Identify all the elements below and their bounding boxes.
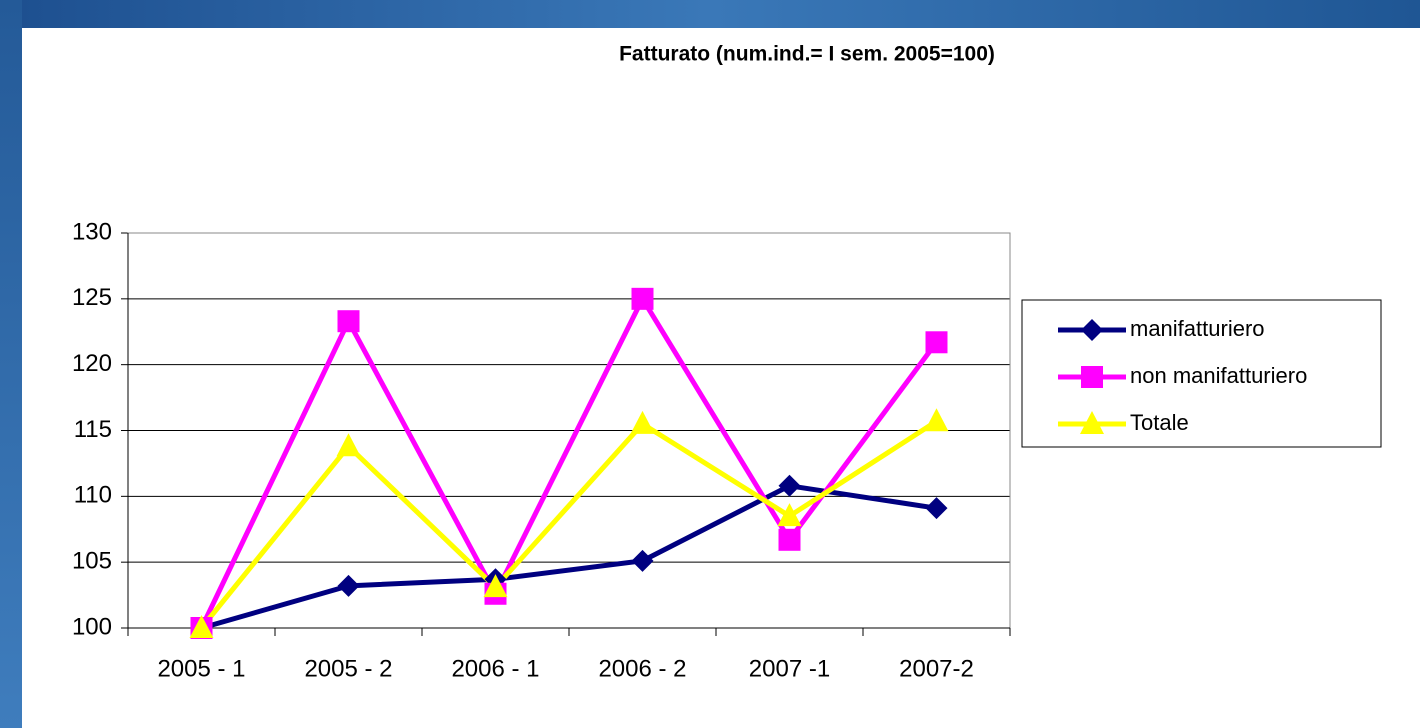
y-tick-label: 100 <box>72 613 112 640</box>
marker <box>924 408 949 432</box>
chart-title: Fatturato (num.ind.= I sem. 2005=100) <box>619 43 995 66</box>
legend-label: non manifatturiero <box>1130 363 1307 388</box>
y-tick-label: 125 <box>72 284 112 311</box>
marker <box>925 497 948 520</box>
top-band <box>0 0 1420 28</box>
series-line <box>199 296 939 630</box>
marker <box>630 410 655 434</box>
marker <box>777 503 802 527</box>
left-band <box>0 0 22 728</box>
x-tick-label: 2005 - 2 <box>304 655 392 682</box>
marker <box>337 574 360 597</box>
marker <box>631 549 654 572</box>
legend-label: Totale <box>1130 410 1189 435</box>
x-tick-label: 2006 - 1 <box>451 655 539 682</box>
marker <box>337 310 360 333</box>
marker <box>483 574 508 598</box>
legend-marker <box>1080 411 1104 434</box>
x-tick-label: 2007 -1 <box>749 655 830 682</box>
series-line <box>199 419 938 630</box>
marker <box>778 474 801 497</box>
x-tick-label: 2007-2 <box>899 655 974 682</box>
x-tick-label: 2006 - 2 <box>598 655 686 682</box>
y-tick-label: 110 <box>74 482 112 509</box>
legend-marker <box>1081 366 1103 388</box>
legend-marker <box>1081 319 1103 341</box>
marker <box>189 615 214 638</box>
marker <box>925 331 948 354</box>
x-tick-label: 2005 - 1 <box>157 655 245 682</box>
y-tick-label: 130 <box>72 218 112 245</box>
y-tick-label: 120 <box>72 350 112 377</box>
marker <box>778 528 801 551</box>
series-line <box>200 483 937 631</box>
y-tick-label: 115 <box>74 416 112 443</box>
marker <box>631 287 654 310</box>
marker <box>336 433 361 457</box>
legend-label: manifatturiero <box>1130 316 1265 341</box>
y-tick-label: 105 <box>72 548 112 575</box>
